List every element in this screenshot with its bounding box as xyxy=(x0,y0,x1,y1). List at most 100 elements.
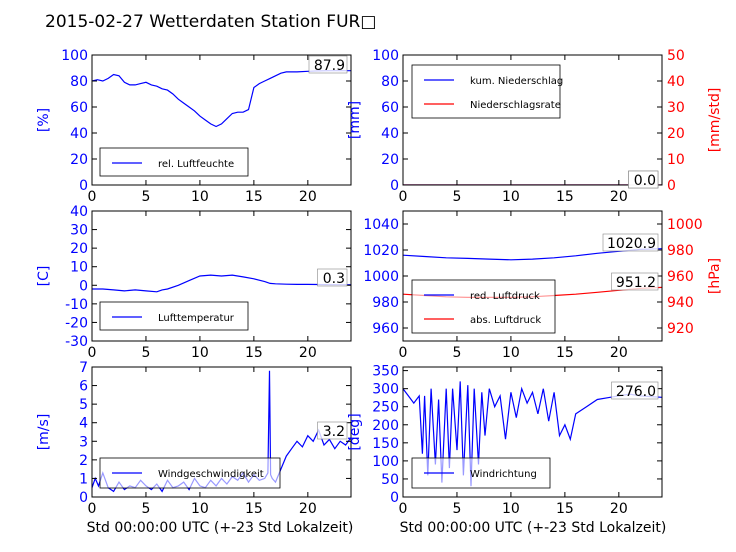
x-tick-label: 10 xyxy=(191,501,209,517)
y-tick-label: 300 xyxy=(372,382,399,398)
current-value-box xyxy=(317,421,348,440)
current-value-box xyxy=(602,233,659,252)
x-tick-label: 5 xyxy=(452,501,461,517)
y-tick-label: 6 xyxy=(79,379,88,395)
x-tick-label: 20 xyxy=(610,345,628,361)
x-tick-label: 0 xyxy=(399,189,408,205)
y-axis-label-right: [mm/std] xyxy=(707,88,723,153)
plot-frame xyxy=(402,54,663,186)
y-axis-label-right: [hPa] xyxy=(707,258,723,294)
series-line-1 xyxy=(92,274,351,293)
y-axis-label: [m/s] xyxy=(36,414,52,451)
y-tick-label: 4 xyxy=(79,416,88,432)
x-tick-label: 20 xyxy=(299,345,317,361)
current-value-label: 1020.9 xyxy=(607,236,656,252)
y-tick-label: 7 xyxy=(79,360,88,376)
y-tick-label: 40 xyxy=(70,204,88,220)
x-tick-label: 0 xyxy=(88,501,97,517)
y-right-tick-label: 0 xyxy=(667,178,676,194)
y-right-tick-label: 10 xyxy=(667,152,685,168)
x-tick-label: 0 xyxy=(88,189,97,205)
x-tick-label: 15 xyxy=(556,345,574,361)
legend-entry-label: Lufttemperatur xyxy=(158,313,235,324)
y-tick-label: 60 xyxy=(70,100,88,116)
y-tick-label: 1 xyxy=(79,471,88,487)
legend-entry-label: Windgeschwindigkeit xyxy=(158,469,264,480)
figure-title: 2015-02-27 Wetterdaten Station FUR□ xyxy=(45,12,376,32)
y-tick-label: 2 xyxy=(79,453,88,469)
y-axis-label: [C] xyxy=(36,266,52,287)
legend-box xyxy=(99,301,249,331)
y-tick-label: 250 xyxy=(372,400,399,416)
x-tick-label: 20 xyxy=(299,189,317,205)
y-right-tick-label: 40 xyxy=(667,74,685,90)
series-line-1 xyxy=(403,248,662,261)
series-line-1 xyxy=(92,70,351,128)
y-right-tick-label: 1000 xyxy=(667,217,703,233)
current-value-label: 276.0 xyxy=(616,384,656,400)
plot-frame xyxy=(91,54,352,186)
y-tick-label: 80 xyxy=(381,74,399,90)
y-tick-label: -30 xyxy=(65,334,88,350)
x-tick-label: 20 xyxy=(610,189,628,205)
y-tick-label: 80 xyxy=(70,74,88,90)
y-tick-label: 100 xyxy=(372,454,399,470)
y-right-tick-label: 920 xyxy=(667,321,694,337)
x-tick-label: 10 xyxy=(191,189,209,205)
current-value-label: 87.9 xyxy=(314,58,345,74)
x-tick-label: 15 xyxy=(245,189,263,205)
legend-box xyxy=(411,64,561,119)
y-tick-label: 20 xyxy=(70,152,88,168)
y-tick-label: 20 xyxy=(70,241,88,257)
x-tick-label: 20 xyxy=(299,501,317,517)
x-tick-label: 0 xyxy=(88,345,97,361)
y-tick-label: 20 xyxy=(381,152,399,168)
legend-entry-label: kum. Niederschlag xyxy=(470,76,563,87)
y-right-tick-label: 30 xyxy=(667,100,685,116)
y-tick-label: 150 xyxy=(372,436,399,452)
y-tick-label: 980 xyxy=(372,295,399,311)
y-tick-label: 0 xyxy=(390,490,399,506)
panel-wind-speed: 0 5 10 15 2001234567[m/s]Windgeschwindigkeit… xyxy=(36,360,352,517)
legend-entry-label: Windrichtung xyxy=(470,469,537,480)
y-axis-label: [deg] xyxy=(347,413,363,450)
y-tick-label: 0 xyxy=(79,178,88,194)
panel-temperature: 0 5 10 15 20 -30 -20 -10 0 10 20 30 40 [C] Lufttempera… xyxy=(36,204,352,361)
x-tick-label: 20 xyxy=(610,501,628,517)
y-axis-label: [mm] xyxy=(347,101,363,139)
current-value-box xyxy=(611,272,659,291)
legend-entry-label: abs. Luftdruck xyxy=(470,315,541,326)
y-right-tick-label: 20 xyxy=(667,126,685,142)
y-tick-label: 0 xyxy=(79,490,88,506)
x-tick-label: 10 xyxy=(502,501,520,517)
legend-box xyxy=(411,279,556,334)
plot-frame xyxy=(402,366,663,498)
x-tick-label: 5 xyxy=(452,345,461,361)
current-value-box xyxy=(308,55,348,74)
y-tick-label: 1020 xyxy=(363,243,399,259)
y-tick-label: 100 xyxy=(372,48,399,64)
current-value-box xyxy=(611,381,659,400)
x-axis-label-right: Std 00:00:00 UTC (+-23 Std Lokalzeit) xyxy=(400,520,667,536)
y-tick-label: 0 xyxy=(390,178,399,194)
y-right-tick-label: 980 xyxy=(667,243,694,259)
x-tick-label: 5 xyxy=(141,345,150,361)
current-value-label: 951.2 xyxy=(616,275,656,291)
y-axis-label: [%] xyxy=(36,108,52,132)
current-value-label: 0.3 xyxy=(323,271,345,287)
current-value-label: 3.2 xyxy=(323,424,345,440)
legend-box xyxy=(99,147,249,177)
legend-entry-label: Niederschlagsrate xyxy=(470,100,561,111)
current-value-box xyxy=(628,170,659,189)
x-tick-label: 10 xyxy=(502,189,520,205)
x-tick-label: 15 xyxy=(556,189,574,205)
y-tick-label: 960 xyxy=(372,321,399,337)
y-right-tick-label: 960 xyxy=(667,269,694,285)
y-tick-label: 3 xyxy=(79,434,88,450)
y-tick-label: 40 xyxy=(381,126,399,142)
x-tick-label: 10 xyxy=(502,345,520,361)
x-axis-label-left: Std 00:00:00 UTC (+-23 Std Lokalzeit) xyxy=(87,520,354,536)
y-tick-label: 200 xyxy=(372,418,399,434)
panel-precipitation: 0 5 10 15 20 0 20 40 60 80 100 0 10 20 30 40 50 [mm] [mm/s… xyxy=(347,48,723,205)
